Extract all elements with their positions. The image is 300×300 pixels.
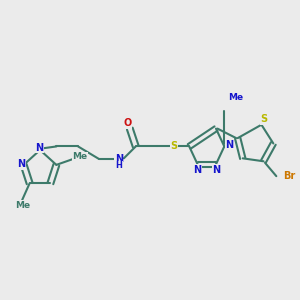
Text: N: N (115, 154, 123, 164)
Text: Me: Me (228, 93, 243, 102)
Text: O: O (123, 118, 131, 128)
Text: S: S (170, 141, 177, 151)
Text: N: N (35, 142, 44, 153)
Text: S: S (260, 114, 267, 124)
Text: N: N (193, 165, 201, 175)
Text: Me: Me (72, 152, 87, 161)
Text: N: N (17, 159, 26, 169)
Text: Me: Me (15, 201, 30, 210)
Text: H: H (116, 161, 122, 170)
Text: Br: Br (283, 171, 295, 181)
Text: N: N (226, 140, 234, 150)
Text: N: N (212, 165, 220, 175)
